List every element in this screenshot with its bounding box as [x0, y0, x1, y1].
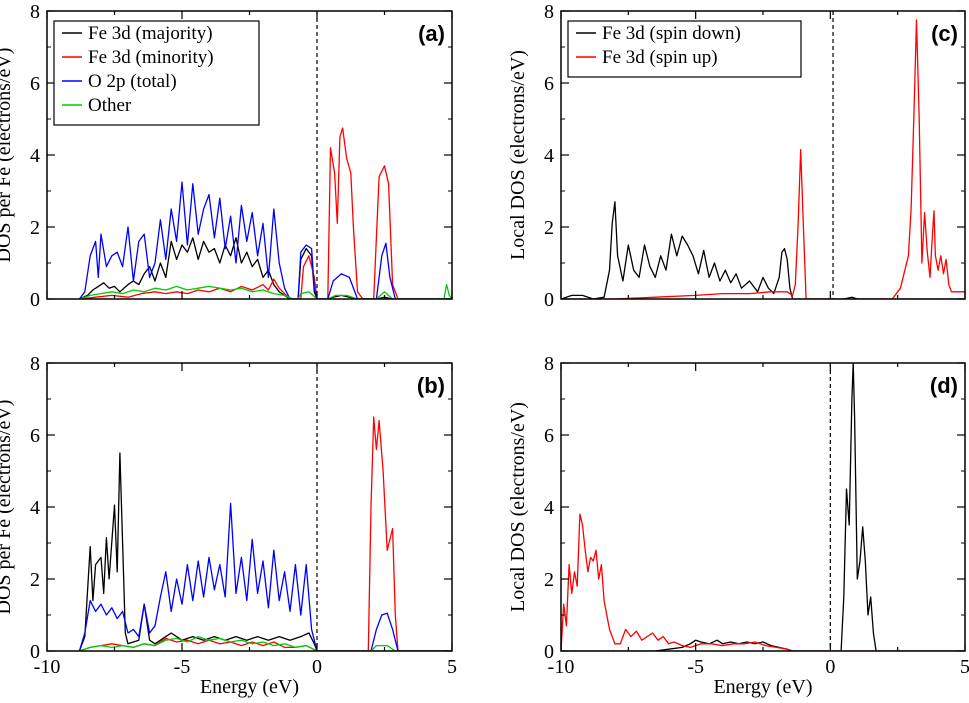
y-tick-label: 8	[544, 1, 554, 23]
y-tick-label: 6	[30, 73, 40, 95]
panel-d: 0 2 4 6 8 -10 -5 0 5 Local DOS (electrons/eV) Ener…	[507, 353, 969, 698]
x-tick-label: 0	[825, 656, 835, 678]
y-tick-label: 4	[544, 145, 554, 167]
legend-box	[567, 20, 802, 78]
y-tick-label: 4	[30, 497, 40, 519]
legend-entry: Fe 3d (spin up)	[602, 47, 718, 68]
series-group	[78, 127, 452, 299]
y-tick-label: 6	[30, 425, 40, 447]
panel-c: 0 2 4 6 8 Local DOS (electrons/eV) (c) Fe 3d (s…	[507, 1, 966, 311]
legend-entry: Fe 3d (spin down)	[602, 23, 741, 44]
series-line-3	[78, 181, 452, 299]
y-tick-label: 6	[544, 73, 554, 95]
panel-b: 0 2 4 6 8 -10 -5 0 5 DOS per Fe (electrons/eV) Ene…	[0, 353, 457, 698]
series-line-4	[79, 635, 452, 651]
x-axis-label: Energy (eV)	[200, 676, 299, 698]
y-tick-label: 8	[544, 353, 554, 375]
panel-label: (c)	[931, 21, 958, 46]
panel-label: (b)	[417, 373, 445, 398]
plot-frame	[46, 362, 453, 652]
y-tick-label: 0	[544, 289, 554, 311]
plot-frame	[560, 362, 966, 652]
x-tick-label: 0	[312, 656, 322, 678]
y-axis-label: Local DOS (electrons/eV)	[507, 50, 529, 260]
y-tick-label: 0	[544, 641, 554, 663]
y-tick-label: 0	[30, 289, 40, 311]
panel-a: 0 2 4 6 8 DOS per Fe (electrons/eV) (a) Fe 3d (…	[0, 1, 453, 311]
series-line-3	[78, 502, 452, 651]
legend-box	[53, 20, 260, 126]
legend-entry: Fe 3d (minority)	[88, 47, 214, 68]
y-tick-label: 2	[544, 217, 554, 239]
x-tick-label: -10	[34, 656, 61, 678]
legend-entry: Fe 3d (majority)	[88, 23, 213, 44]
series-line-2	[561, 513, 965, 651]
y-tick-label: 4	[30, 145, 40, 167]
y-tick-label: 8	[30, 353, 40, 375]
y-tick-label: 2	[30, 217, 40, 239]
x-tick-label: -5	[174, 656, 191, 678]
y-tick-label: 6	[544, 425, 554, 447]
x-axis-label: Energy (eV)	[713, 676, 812, 698]
y-axis-label: DOS per Fe (electrons/eV)	[0, 400, 15, 615]
legend-entry: Other	[88, 95, 132, 116]
series-line-1	[78, 452, 452, 651]
x-tick-label: -10	[548, 656, 575, 678]
x-tick-label: 5	[447, 656, 457, 678]
legend-entry: O 2p (total)	[88, 71, 177, 92]
y-axis-label: DOS per Fe (electrons/eV)	[0, 48, 15, 263]
series-group	[78, 416, 452, 651]
series-line-1	[561, 201, 965, 299]
y-tick-label: 0	[30, 641, 40, 663]
x-tick-label: 5	[960, 656, 969, 678]
series-line-1	[79, 237, 452, 299]
series-line-4	[79, 283, 452, 299]
series-line-2	[561, 19, 965, 299]
y-tick-label: 8	[30, 1, 40, 23]
y-tick-label: 4	[544, 497, 554, 519]
y-tick-label: 2	[544, 569, 554, 591]
legend: Fe 3d (spin down) Fe 3d (spin up)	[567, 20, 802, 78]
series-group	[561, 19, 965, 299]
panel-label: (d)	[930, 373, 958, 398]
y-axis-label: Local DOS (electrons/eV)	[507, 402, 529, 612]
y-tick-label: 2	[30, 569, 40, 591]
x-tick-label: -5	[687, 656, 704, 678]
panel-label: (a)	[418, 21, 445, 46]
series-group	[561, 363, 965, 651]
series-line-2	[79, 416, 452, 651]
series-line-2	[79, 127, 452, 299]
legend: Fe 3d (majority) Fe 3d (minority) O 2p (to…	[53, 20, 260, 126]
series-line-1	[561, 363, 965, 651]
